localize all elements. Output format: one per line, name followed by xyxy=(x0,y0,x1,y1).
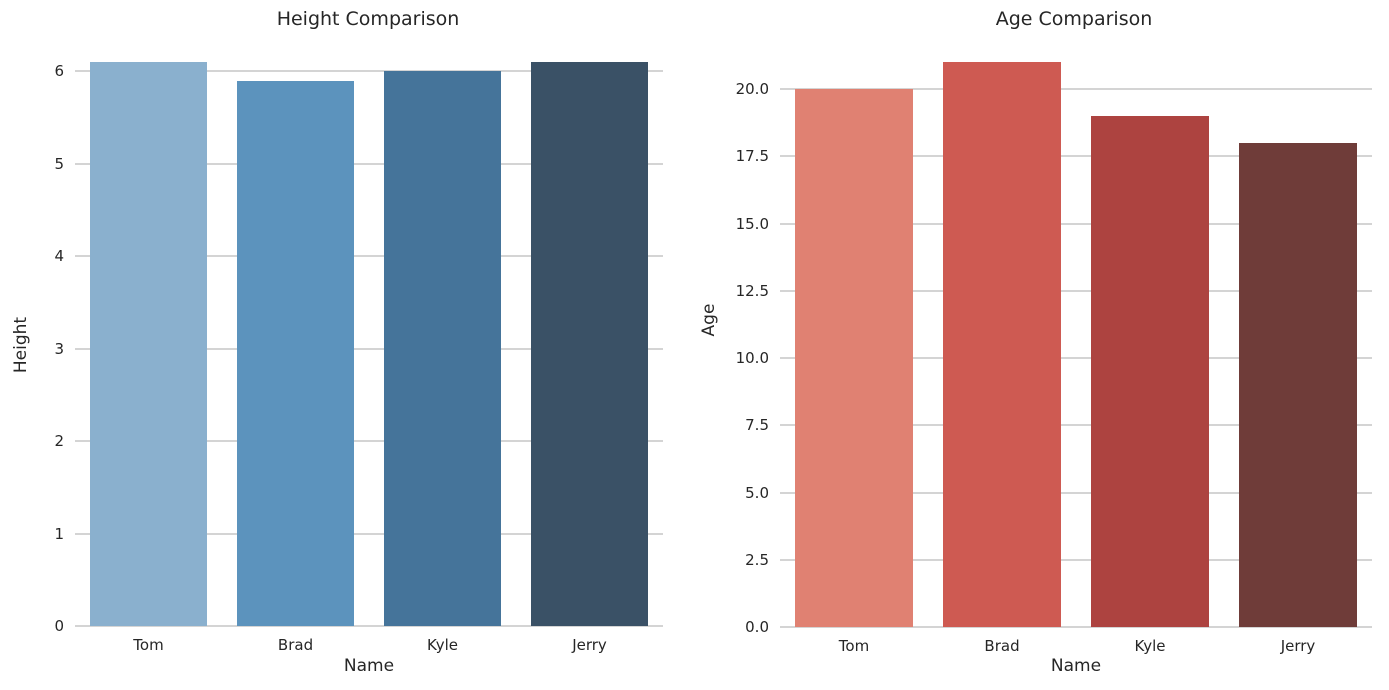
gridline-y-10.0 xyxy=(780,357,1372,360)
gridline-y-4 xyxy=(75,255,663,258)
x-tick-label-jerry: Jerry xyxy=(572,636,607,654)
gridline-y-6 xyxy=(75,70,663,73)
gridline-y-17.5 xyxy=(780,155,1372,158)
bar-brad xyxy=(942,62,1062,627)
gridline-y-1 xyxy=(75,532,663,535)
bar-tom xyxy=(794,89,914,627)
y-tick-label-4: 4 xyxy=(54,247,64,266)
height-plot-area: 0 1 2 3 4 5 6 Tom Brad Kyle Jerry xyxy=(54,34,663,654)
gridline-y-2 xyxy=(75,440,663,443)
age-plot-area: 0.0 2.5 5.0 7.5 10.0 12.5 15.0 17.5 20.0 Tom Brad K… xyxy=(736,34,1372,655)
bar-slot-tom xyxy=(75,34,222,626)
bar-jerry xyxy=(530,62,649,626)
bar-slot-kyle xyxy=(1076,34,1224,627)
x-tick-label-jerry: Jerry xyxy=(1280,637,1316,655)
gridline-y-12.5 xyxy=(780,289,1372,292)
bar-brad xyxy=(236,80,355,626)
bar-kyle xyxy=(1090,116,1210,627)
gridline-y-3 xyxy=(75,347,663,350)
height-y-axis-label: Height xyxy=(11,316,31,374)
gridline-y-0.0 xyxy=(780,626,1372,628)
bar-slot-jerry xyxy=(516,34,663,626)
height-x-axis-label: Name xyxy=(343,656,395,676)
y-tick-label-7.5: 7.5 xyxy=(745,416,769,435)
bars-group xyxy=(75,34,663,626)
x-tick-label-kyle: Kyle xyxy=(426,636,459,654)
bars-group xyxy=(780,34,1372,627)
y-tick-label-17.5: 17.5 xyxy=(735,147,769,166)
gridline-y-0 xyxy=(75,625,663,627)
age-chart-title: Age Comparison xyxy=(995,8,1153,30)
y-tick-label-15.0: 15.0 xyxy=(735,214,769,233)
y-tick-label-6: 6 xyxy=(54,62,64,81)
age-x-axis-label: Name xyxy=(1050,656,1102,676)
x-tick-label-tom: Tom xyxy=(133,636,164,654)
y-tick-label-0: 0 xyxy=(54,617,64,635)
y-tick-label-5: 5 xyxy=(54,154,64,173)
gridline-y-2.5 xyxy=(780,558,1372,561)
y-tick-label-10.0: 10.0 xyxy=(735,349,769,368)
bar-jerry xyxy=(1238,142,1358,627)
bar-slot-brad xyxy=(222,34,369,626)
x-tick-label-tom: Tom xyxy=(838,637,870,655)
gridline-y-5.0 xyxy=(780,491,1372,494)
y-tick-label-20.0: 20.0 xyxy=(735,80,769,99)
y-tick-label-0.0: 0.0 xyxy=(745,618,769,636)
gridline-y-15.0 xyxy=(780,222,1372,225)
y-tick-label-3: 3 xyxy=(54,339,64,358)
y-tick-label-2: 2 xyxy=(54,432,64,451)
y-tick-label-12.5: 12.5 xyxy=(735,281,769,300)
y-tick-label-5.0: 5.0 xyxy=(745,483,769,502)
gridline-y-20.0 xyxy=(780,88,1372,91)
bar-tom xyxy=(89,62,208,626)
x-tick-label-brad: Brad xyxy=(277,636,314,654)
y-tick-label-1: 1 xyxy=(54,524,64,543)
bar-slot-jerry xyxy=(1224,34,1372,627)
age-y-axis-label: Age xyxy=(699,303,719,337)
y-tick-label-2.5: 2.5 xyxy=(745,550,769,569)
gridline-y-5 xyxy=(75,162,663,165)
bar-kyle xyxy=(383,71,502,626)
bar-slot-tom xyxy=(780,34,928,627)
gridline-y-7.5 xyxy=(780,424,1372,427)
x-tick-label-kyle: Kyle xyxy=(1134,637,1166,655)
bar-slot-kyle xyxy=(369,34,516,626)
height-chart-title: Height Comparison xyxy=(276,8,460,30)
bar-slot-brad xyxy=(928,34,1076,627)
x-tick-label-brad: Brad xyxy=(984,637,1020,655)
